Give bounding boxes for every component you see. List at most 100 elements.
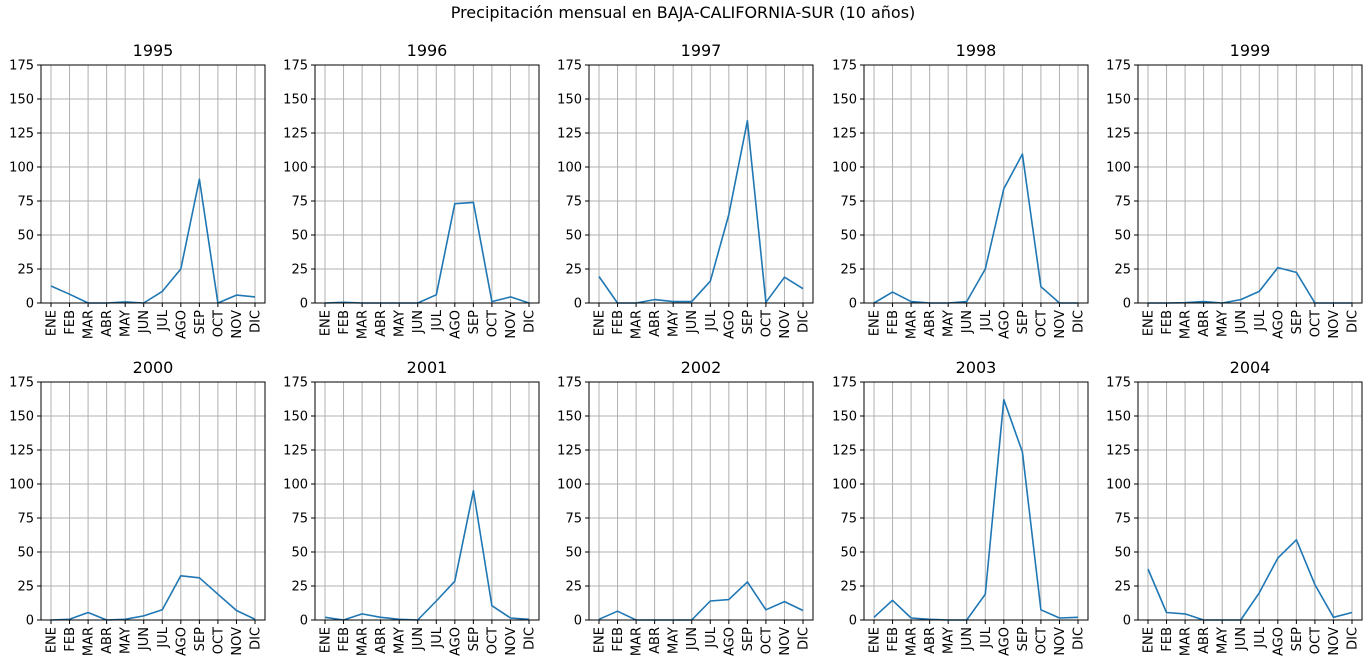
x-tick-label: SEP <box>467 627 482 651</box>
x-tick-label: MAY <box>942 627 957 654</box>
x-tick-label: MAR <box>905 627 920 656</box>
y-tick-label: 150 <box>832 410 857 425</box>
x-tick-label: OCT <box>211 627 226 654</box>
y-tick-label: 125 <box>557 444 582 459</box>
x-tick-label: AGO <box>997 310 1012 339</box>
y-tick-label: 100 <box>832 161 857 176</box>
x-tick-label: FEB <box>1160 310 1175 335</box>
y-tick-label: 50 <box>17 229 34 244</box>
subplot-title: 1996 <box>407 41 448 60</box>
x-tick-label: AGO <box>722 310 737 339</box>
y-tick-label: 100 <box>557 161 582 176</box>
y-tick-label: 175 <box>1106 59 1131 74</box>
x-tick-label: DIC <box>249 627 264 650</box>
y-tick-label: 50 <box>565 229 582 244</box>
x-tick-label: ENE <box>868 310 883 336</box>
x-tick-label: AGO <box>1271 627 1286 656</box>
x-tick-label: SEP <box>1016 627 1031 651</box>
x-tick-label: MAR <box>630 310 645 339</box>
series-line <box>873 398 1079 621</box>
subplot-2001: 0 25 50 75 100 125 150 175 ENE FEB MAR ABR MAY JUN JUL… <box>283 358 540 656</box>
y-tick-label: 75 <box>1114 512 1131 527</box>
x-tick-label: ENE <box>593 310 608 336</box>
y-tick-label: 25 <box>565 263 582 278</box>
x-tick-label: FEB <box>886 627 901 652</box>
series-line <box>598 581 804 621</box>
x-tick-label: FEB <box>337 310 352 335</box>
subplot-1999: 0 25 50 75 100 125 150 175 ENE FEB MAR ABR MAY JUN JUL… <box>1106 41 1363 339</box>
x-tick-label: NOV <box>230 627 245 656</box>
x-tick-label: NOV <box>778 310 793 339</box>
x-tick-label: JUN <box>960 310 975 334</box>
y-tick-label: 125 <box>832 127 857 142</box>
subplot-2004: 0 25 50 75 100 125 150 175 ENE FEB MAR ABR MAY JUN JUL… <box>1106 358 1363 656</box>
y-tick-label: 25 <box>291 580 308 595</box>
x-tick-label: DIC <box>523 310 538 333</box>
x-tick-label: JUL <box>704 626 719 648</box>
y-tick-label: 50 <box>17 546 34 561</box>
x-tick-label: NOV <box>504 310 519 339</box>
x-tick-label: SEP <box>741 627 756 651</box>
x-tick-label: ENE <box>319 310 334 336</box>
x-tick-label: ENE <box>45 627 60 653</box>
x-tick-label: JUL <box>430 309 445 331</box>
x-tick-label: ENE <box>319 627 334 653</box>
x-tick-label: SEP <box>1016 310 1031 334</box>
x-tick-label: FEB <box>63 310 78 335</box>
x-tick-label: JUL <box>1253 626 1268 648</box>
y-tick-label: 75 <box>17 512 34 527</box>
y-tick-label: 125 <box>832 444 857 459</box>
series-line <box>1148 266 1352 304</box>
x-tick-label: MAR <box>356 627 371 656</box>
y-tick-label: 0 <box>1123 614 1131 629</box>
y-tick-label: 0 <box>574 297 582 312</box>
y-tick-label: 150 <box>9 93 34 108</box>
y-tick-label: 50 <box>1114 546 1131 561</box>
x-tick-label: ABR <box>648 627 663 654</box>
x-tick-label: MAR <box>82 310 97 339</box>
axes-frame <box>314 64 540 304</box>
x-tick-label: JUL <box>430 626 445 648</box>
y-tick-label: 25 <box>1114 580 1131 595</box>
x-tick-label: MAY <box>119 310 134 337</box>
x-tick-label: SEP <box>193 627 208 651</box>
x-tick-label: ABR <box>100 627 115 654</box>
x-tick-label: NOV <box>1053 310 1068 339</box>
y-tick-label: 100 <box>1106 478 1131 493</box>
x-tick-label: AGO <box>997 627 1012 656</box>
x-tick-label: SEP <box>741 310 756 334</box>
y-tick-label: 150 <box>557 93 582 108</box>
axes-frame <box>314 381 540 621</box>
axes-frame <box>588 381 814 621</box>
y-tick-label: 100 <box>9 478 34 493</box>
x-tick-label: ABR <box>648 310 663 337</box>
x-tick-label: MAR <box>1179 310 1194 339</box>
y-tick-label: 50 <box>840 546 857 561</box>
series-line <box>873 153 1078 304</box>
y-tick-label: 100 <box>283 161 308 176</box>
x-tick-label: FEB <box>611 627 626 652</box>
y-tick-label: 175 <box>9 376 34 391</box>
x-tick-label: DIC <box>1072 627 1087 650</box>
x-tick-label: JUL <box>156 309 171 331</box>
x-tick-label: DIC <box>523 627 538 650</box>
y-tick-label: 75 <box>291 195 308 210</box>
y-tick-label: 100 <box>9 161 34 176</box>
x-tick-label: SEP <box>1290 627 1305 651</box>
x-tick-label: OCT <box>1034 627 1049 654</box>
x-tick-label: OCT <box>759 310 774 337</box>
x-tick-label: ABR <box>100 310 115 337</box>
series-line <box>598 120 804 304</box>
x-tick-label: OCT <box>1308 310 1323 337</box>
x-tick-label: MAY <box>1216 310 1231 337</box>
y-tick-label: 75 <box>565 195 582 210</box>
x-tick-label: OCT <box>1308 627 1323 654</box>
x-tick-label: MAY <box>393 627 408 654</box>
y-tick-label: 75 <box>291 512 308 527</box>
y-tick-label: 0 <box>849 614 857 629</box>
x-tick-label: MAY <box>942 310 957 337</box>
x-tick-label: FEB <box>1160 627 1175 652</box>
axes-frame <box>1137 381 1363 621</box>
x-tick-label: MAR <box>1179 627 1194 656</box>
